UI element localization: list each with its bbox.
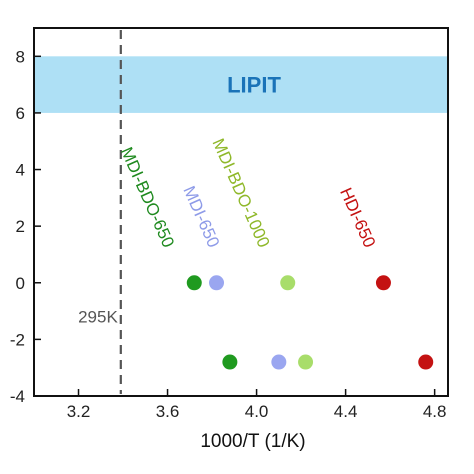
y-tick-label: 6 (16, 104, 25, 123)
data-point (375, 275, 391, 291)
y-tick-label: -2 (10, 330, 25, 349)
series-label: HDI-650 (336, 185, 379, 251)
x-axis-title: 1000/T (1/K) (200, 431, 305, 452)
reference-line-label: 295K (78, 308, 118, 327)
data-point (298, 354, 314, 370)
y-tick-label: 2 (16, 217, 25, 236)
y-tick-label: -4 (10, 387, 25, 406)
x-tick-label: 4.4 (334, 402, 358, 421)
data-point (271, 354, 287, 370)
lipit-band-layer: LIPIT (34, 56, 448, 113)
series-label: MDI-BDO-650 (117, 144, 178, 250)
data-point (418, 354, 434, 370)
x-tick-label: 3.6 (156, 402, 180, 421)
x-tick-label: 3.2 (67, 402, 91, 421)
y-tick-label: 4 (16, 161, 25, 180)
x-tick-label: 4.0 (245, 402, 269, 421)
plot-frame (33, 27, 449, 397)
y-tick-label: 0 (16, 274, 25, 293)
reference-line-layer: 295K (78, 30, 122, 394)
data-point (280, 275, 296, 291)
series-label: MDI-650 (179, 183, 223, 250)
data-points-layer (186, 275, 434, 370)
axis-ticks-layer: 3.2 3.6 4.0 4.4 4.8 -4 -2 0 2 4 6 8 (10, 47, 447, 421)
lipit-band (34, 56, 448, 113)
y-tick-label: 8 (16, 47, 25, 66)
data-point (222, 354, 238, 370)
data-point (186, 275, 202, 291)
data-point (209, 275, 225, 291)
x-tick-label: 4.8 (423, 402, 447, 421)
band-label: LIPIT (227, 73, 281, 98)
